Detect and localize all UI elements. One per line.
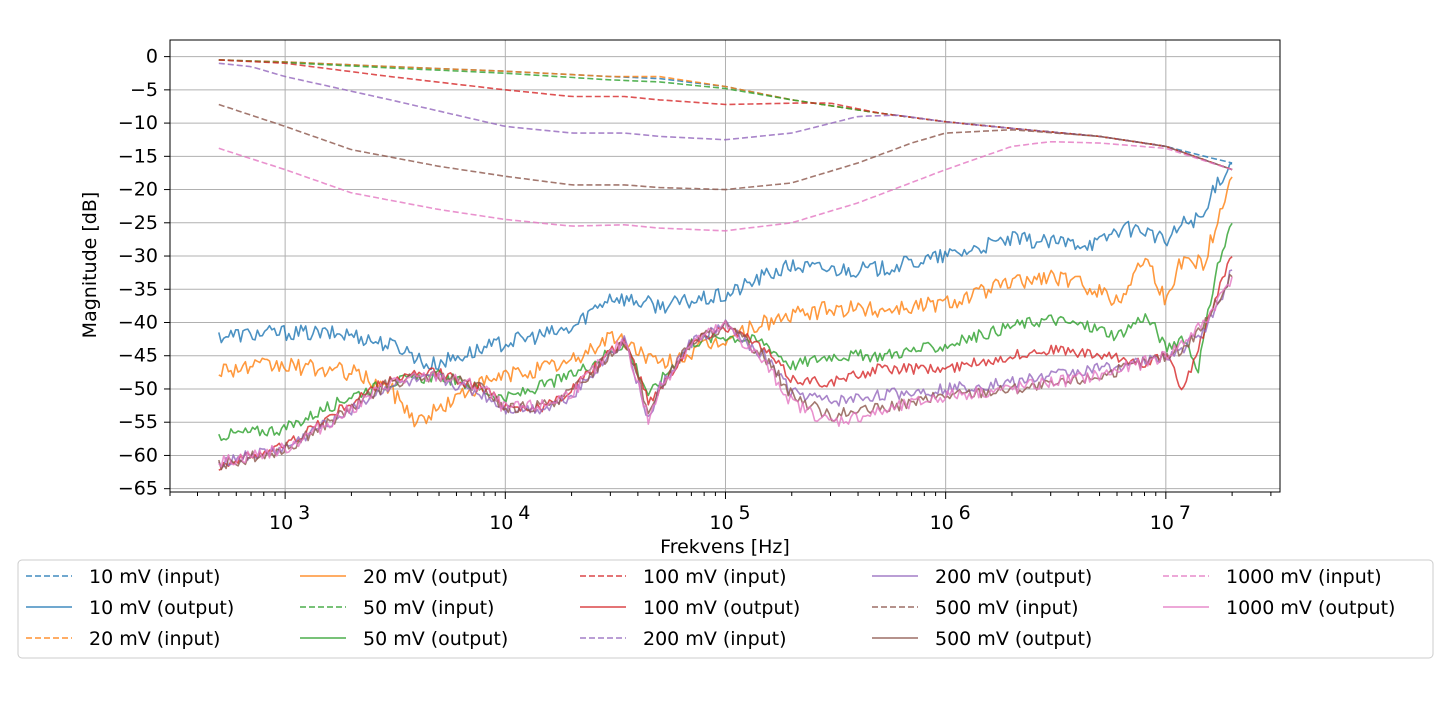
x-tick-label: 10 xyxy=(930,512,954,534)
x-tick-exponent: 4 xyxy=(518,502,530,524)
series-line xyxy=(218,176,1233,428)
y-tick-label: −55 xyxy=(118,411,158,433)
legend-label: 50 mV (input) xyxy=(363,597,494,619)
legend-label: 20 mV (input) xyxy=(89,628,220,650)
y-tick-label: −50 xyxy=(118,378,158,400)
x-tick-label: 10 xyxy=(489,512,513,534)
y-tick-label: −25 xyxy=(118,212,158,234)
y-tick-label: −65 xyxy=(118,478,158,500)
y-tick-label: −10 xyxy=(118,112,158,134)
legend-box xyxy=(17,559,1434,659)
legend-label: 200 mV (output) xyxy=(935,566,1092,588)
legend-label: 20 mV (output) xyxy=(363,566,508,588)
legend-label: 200 mV (input) xyxy=(643,628,787,650)
x-axis-label: Frekvens [Hz] xyxy=(660,536,790,558)
legend-label: 500 mV (output) xyxy=(935,628,1092,650)
legend-label: 10 mV (input) xyxy=(89,566,220,588)
series-line xyxy=(218,276,1233,468)
y-axis-label: Magnitude [dB] xyxy=(79,192,101,339)
x-tick-label: 10 xyxy=(709,512,733,534)
x-tick-exponent: 6 xyxy=(959,502,971,524)
y-tick-label: −45 xyxy=(118,345,158,367)
legend-label: 100 mV (output) xyxy=(643,597,800,619)
series-line xyxy=(218,141,1233,232)
series-layer xyxy=(218,59,1233,471)
y-tick-label: −40 xyxy=(118,312,158,334)
x-tick-label: 10 xyxy=(1150,512,1174,534)
legend-label: 1000 mV (input) xyxy=(1226,566,1382,588)
y-tick-label: 0 xyxy=(146,46,158,68)
legend-label: 50 mV (output) xyxy=(363,628,508,650)
x-tick-exponent: 7 xyxy=(1179,502,1191,524)
x-tick-exponent: 3 xyxy=(298,502,310,524)
y-tick-label: −30 xyxy=(118,245,158,267)
y-tick-label: −20 xyxy=(118,179,158,201)
legend-label: 1000 mV (output) xyxy=(1226,597,1395,619)
ticks: 0 −5 −10 −15 −20 −25 −30 −35 −40 −45 −50 −55 −60 −65 1… xyxy=(118,46,1272,534)
series-line xyxy=(218,62,1233,171)
y-tick-label: −60 xyxy=(118,444,158,466)
series-line xyxy=(218,162,1233,371)
x-tick-label: 10 xyxy=(269,512,293,534)
legend: 10 mV (input) 10 mV (output) 20 mV (input)… xyxy=(17,559,1434,659)
series-line xyxy=(218,256,1233,471)
x-tick-exponent: 5 xyxy=(738,502,750,524)
legend-label: 500 mV (input) xyxy=(935,597,1079,619)
y-tick-label: −35 xyxy=(118,278,158,300)
series-line xyxy=(218,103,1233,191)
y-tick-label: −15 xyxy=(118,145,158,167)
legend-label: 10 mV (output) xyxy=(89,597,234,619)
y-tick-label: −5 xyxy=(130,79,158,101)
legend-label: 100 mV (input) xyxy=(643,566,787,588)
